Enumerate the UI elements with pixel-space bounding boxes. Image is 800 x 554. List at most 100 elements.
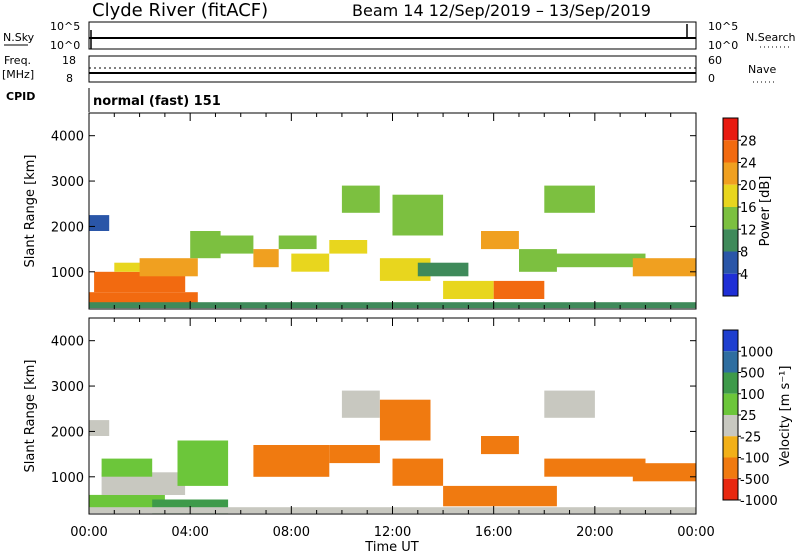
freq-units: [MHz]: [2, 68, 34, 81]
colorbar-swatch: [723, 207, 738, 230]
echo-region: [341, 185, 380, 213]
colorbar-swatch: [723, 415, 738, 437]
y-tick-label: 4000: [51, 130, 84, 145]
velocity-panel: 1000 2000 3000 4000 Slant Range [km] 00:00 0…: [23, 317, 715, 540]
colorbar-tick-label: 100: [740, 388, 765, 403]
colorbar-tick-label: 12: [740, 223, 757, 238]
y-tick-label: 2000: [51, 220, 84, 235]
echo-region: [101, 458, 153, 477]
x-tick-label: 04:00: [171, 525, 208, 540]
cpid-program: normal (fast) 151: [93, 94, 221, 109]
echo-region: [417, 262, 469, 277]
echo-region: [632, 258, 696, 277]
colorbar-swatch: [723, 229, 738, 252]
colorbar-tick-label: 20: [740, 179, 757, 194]
echo-region: [632, 463, 696, 482]
freq-tick-top: 18: [62, 54, 76, 67]
colorbar-swatch: [723, 184, 738, 207]
y-tick-label: 3000: [51, 380, 84, 395]
colorbar-swatch: [723, 393, 738, 415]
echo-region: [481, 436, 519, 455]
echo-region: [493, 280, 545, 299]
echo-region: [101, 472, 186, 495]
echo-region: [215, 235, 254, 254]
echo-region: [481, 231, 519, 250]
echo-region: [443, 485, 557, 507]
echo-region: [379, 399, 431, 441]
colorbar-tick-label: 28: [740, 134, 757, 149]
nsky-tick-bottom: 10^0: [50, 39, 80, 52]
velocity-data: [89, 390, 696, 514]
colorbar-tick-label: -500: [740, 473, 770, 488]
echo-region: [253, 445, 330, 477]
colorbar-tick-label: 4: [740, 268, 748, 283]
echo-region: [291, 253, 330, 272]
echo-region: [278, 235, 317, 250]
colorbar-tick-label: 8: [740, 246, 748, 261]
echo-region: [89, 494, 165, 511]
colorbar-swatch: [723, 351, 738, 373]
echo-region: [89, 420, 110, 436]
echo-region: [544, 458, 646, 477]
y-tick-label: 3000: [51, 175, 84, 190]
power-colorbar: 28 24 20 16 12 8 4 Power [dB]: [722, 117, 773, 297]
power-ylabel: Slant Range [km]: [23, 155, 38, 268]
colorbar-swatch: [723, 162, 738, 185]
colorbar-swatch: [723, 140, 738, 163]
echo-region: [177, 440, 229, 486]
colorbar-tick-label: 24: [740, 157, 757, 172]
station-title: Clyde River (fitACF): [92, 0, 268, 21]
nave-tick-top: 60: [708, 54, 722, 67]
y-tick-label: 1000: [51, 471, 84, 486]
echo-region: [94, 271, 186, 293]
nave-tick-bottom: 0: [708, 72, 715, 85]
colorbar-tick-label: 1000: [740, 345, 773, 360]
x-tick-label: 20:00: [576, 525, 613, 540]
nsky-label: N.Sky: [3, 31, 35, 44]
beam-title: Beam 14 12/Sep/2019 – 13/Sep/2019: [352, 1, 651, 20]
power-colorbar-label: Power [dB]: [758, 176, 773, 247]
colorbar-swatch: [723, 478, 738, 500]
x-tick-label: 00:00: [70, 525, 107, 540]
colorbar-swatch: [723, 273, 738, 296]
nave-label: Nave: [748, 63, 776, 76]
freq-tick-bottom: 8: [66, 72, 73, 85]
colorbar-swatch: [723, 118, 738, 141]
y-tick-label: 1000: [51, 266, 84, 281]
nsearch-tick-bottom: 10^0: [708, 39, 738, 52]
x-tick-label: 12:00: [374, 525, 411, 540]
echo-region: [544, 390, 595, 418]
colorbar-tick-label: -100: [740, 452, 770, 467]
echo-region: [544, 253, 646, 268]
colorbar-swatch: [723, 251, 738, 274]
nsky-panel: N.Sky 10^5 10^0 10^5 10^0 N.Search: [3, 20, 796, 52]
echo-region: [392, 194, 444, 236]
nsearch-label: N.Search: [746, 31, 796, 44]
freq-label: Freq.: [4, 54, 31, 67]
x-tick-label: 08:00: [273, 525, 310, 540]
colorbar-tick-label: -1000: [740, 494, 778, 509]
colorbar-tick-label: 500: [740, 367, 765, 382]
nsearch-tick-top: 10^5: [708, 20, 738, 33]
echo-region: [329, 240, 368, 254]
colorbar-tick-label: 16: [740, 201, 757, 216]
echo-region: [544, 185, 595, 213]
velocity-colorbar-label: Velocity [m s⁻¹]: [778, 366, 793, 467]
colorbar-swatch: [723, 330, 738, 352]
echo-region: [139, 258, 198, 277]
colorbar-swatch: [723, 372, 738, 394]
colorbar-tick-label: -25: [740, 430, 761, 445]
x-axis-label: Time UT: [364, 540, 418, 554]
velocity-colorbar: 1000 500 100 25 -25 -100 -500 -1000 Velocity [m…: [722, 329, 793, 509]
y-tick-label: 2000: [51, 425, 84, 440]
x-tick-label: 00:00: [677, 525, 714, 540]
power-data: [89, 185, 696, 309]
power-panel: 1000 2000 3000 4000 Slant Range [km]: [23, 112, 697, 310]
x-tick-label: 16:00: [475, 525, 512, 540]
freq-panel: Freq. [MHz] 18 8 60 0 Nave: [2, 54, 776, 85]
echo-region: [341, 390, 380, 418]
echo-region: [253, 249, 279, 268]
colorbar-tick-label: 25: [740, 409, 757, 424]
nsky-tick-top: 10^5: [50, 20, 80, 33]
